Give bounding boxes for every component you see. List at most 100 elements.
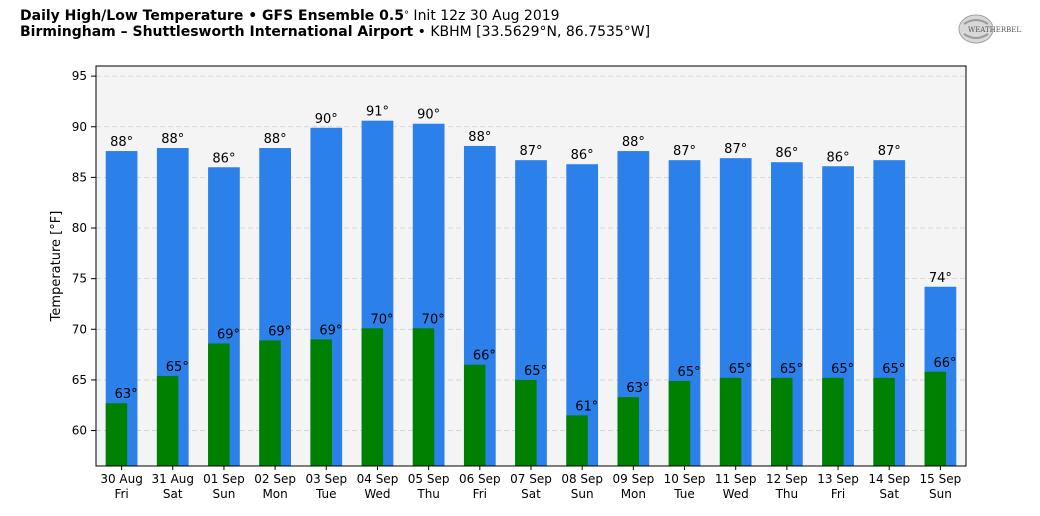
x-tick-day: Mon <box>262 487 287 501</box>
x-tick-date: 01 Sep <box>203 472 245 486</box>
x-tick-date: 04 Sep <box>357 472 399 486</box>
low-value-label: 65° <box>524 364 547 379</box>
x-tick-date: 03 Sep <box>305 472 347 486</box>
high-value-label: 86° <box>827 150 850 165</box>
low-value-label: 66° <box>473 349 496 364</box>
x-tick-date: 02 Sep <box>254 472 296 486</box>
x-tick-date: 05 Sep <box>408 472 450 486</box>
low-value-label: 65° <box>831 362 854 377</box>
plot-frame <box>95 65 967 467</box>
high-value-label: 87° <box>878 144 901 159</box>
high-value-label: 87° <box>724 142 747 157</box>
low-bar <box>156 375 179 466</box>
y-tick-label: 90 <box>72 120 87 134</box>
y-tick-label: 65 <box>72 373 87 387</box>
low-value-label: 69° <box>268 324 291 339</box>
high-value-label: 86° <box>571 148 594 163</box>
low-bar <box>771 377 793 466</box>
high-value-label: 91° <box>366 105 389 120</box>
chart-subtitle: Birmingham – Shuttlesworth International… <box>20 24 650 40</box>
low-bar <box>463 364 486 466</box>
low-bar <box>617 397 639 466</box>
high-value-label: 74° <box>929 271 952 286</box>
x-tick-day: Mon <box>621 487 646 501</box>
low-value-label: 63° <box>626 381 649 396</box>
chart-subtitle-station: Birmingham – Shuttlesworth International… <box>20 24 414 40</box>
x-tick-date: 12 Sep <box>766 472 808 486</box>
x-tick-day: Tue <box>315 487 337 501</box>
x-tick-date: 30 Aug <box>100 472 143 486</box>
low-value-label: 63° <box>115 387 138 402</box>
low-bar <box>822 377 844 466</box>
low-bar <box>412 328 435 466</box>
y-tick-label: 70 <box>72 322 87 336</box>
x-tick-date: 06 Sep <box>459 472 501 486</box>
high-value-label: 86° <box>212 151 235 166</box>
svg-text:WEATHERBELL: WEATHERBELL <box>968 26 1022 34</box>
low-bar <box>310 339 332 466</box>
x-tick-day: Thu <box>416 487 440 501</box>
low-bar <box>259 340 281 466</box>
high-value-label: 87° <box>673 144 696 159</box>
low-value-label: 65° <box>678 365 701 380</box>
chart-title: Daily High/Low Temperature • GFS Ensembl… <box>20 8 650 24</box>
low-value-label: 61° <box>575 399 598 414</box>
low-bar <box>208 343 230 466</box>
low-bar <box>515 379 537 466</box>
low-bar <box>668 380 691 466</box>
low-bar <box>719 377 742 466</box>
low-bar <box>566 415 588 466</box>
x-tick-day: Thu <box>775 487 799 501</box>
x-tick-date: 31 Aug <box>152 472 195 486</box>
low-bar <box>924 371 947 466</box>
x-tick-date: 13 Sep <box>817 472 859 486</box>
low-value-label: 69° <box>217 327 240 342</box>
x-tick-date: 10 Sep <box>664 472 706 486</box>
high-value-label: 88° <box>468 130 491 145</box>
x-tick-day: Sat <box>879 487 899 501</box>
chart-title-init: Init 12z 30 Aug 2019 <box>408 8 560 24</box>
chart-title-block: Daily High/Low Temperature • GFS Ensembl… <box>20 8 650 40</box>
low-value-label: 65° <box>729 362 752 377</box>
chart-title-main: Daily High/Low Temperature • GFS Ensembl… <box>20 8 404 24</box>
y-tick-label: 85 <box>72 170 87 184</box>
weatherbell-logo: WEATHERBELL <box>958 14 1022 44</box>
low-value-label: 66° <box>933 356 956 371</box>
x-tick-date: 07 Sep <box>510 472 552 486</box>
high-value-label: 88° <box>110 135 133 150</box>
low-value-label: 65° <box>166 360 189 375</box>
low-value-label: 70° <box>371 312 394 327</box>
y-axis-title: Temperature [°F] <box>49 211 64 323</box>
x-tick-day: Sat <box>521 487 541 501</box>
low-bar <box>105 403 128 466</box>
chart-subtitle-coords: • KBHM [33.5629°N, 86.7535°W] <box>413 24 651 40</box>
x-tick-date: 15 Sep <box>920 472 962 486</box>
low-bar <box>873 377 895 466</box>
x-tick-day: Sun <box>929 487 952 501</box>
y-tick-label: 75 <box>72 272 87 286</box>
low-value-label: 65° <box>780 362 803 377</box>
x-tick-date: 14 Sep <box>868 472 910 486</box>
x-tick-day: Sun <box>571 487 594 501</box>
y-tick-label: 60 <box>72 424 87 438</box>
low-value-label: 70° <box>422 312 445 327</box>
x-tick-day: Wed <box>723 487 749 501</box>
x-tick-day: Sun <box>213 487 236 501</box>
y-tick-label: 95 <box>72 69 87 83</box>
x-tick-day: Fri <box>831 487 845 501</box>
high-value-label: 90° <box>315 112 338 127</box>
x-tick-date: 08 Sep <box>561 472 603 486</box>
x-tick-day: Sat <box>163 487 183 501</box>
low-bar <box>361 328 384 466</box>
y-tick-label: 80 <box>72 221 87 235</box>
x-tick-day: Fri <box>473 487 487 501</box>
chart-title-degree: ° <box>403 10 409 21</box>
x-tick-date: 09 Sep <box>613 472 655 486</box>
high-value-label: 87° <box>519 144 542 159</box>
low-value-label: 65° <box>882 362 905 377</box>
high-value-label: 88° <box>161 132 184 147</box>
high-value-label: 90° <box>417 108 440 123</box>
x-tick-day: Tue <box>673 487 695 501</box>
high-value-label: 86° <box>775 146 798 161</box>
